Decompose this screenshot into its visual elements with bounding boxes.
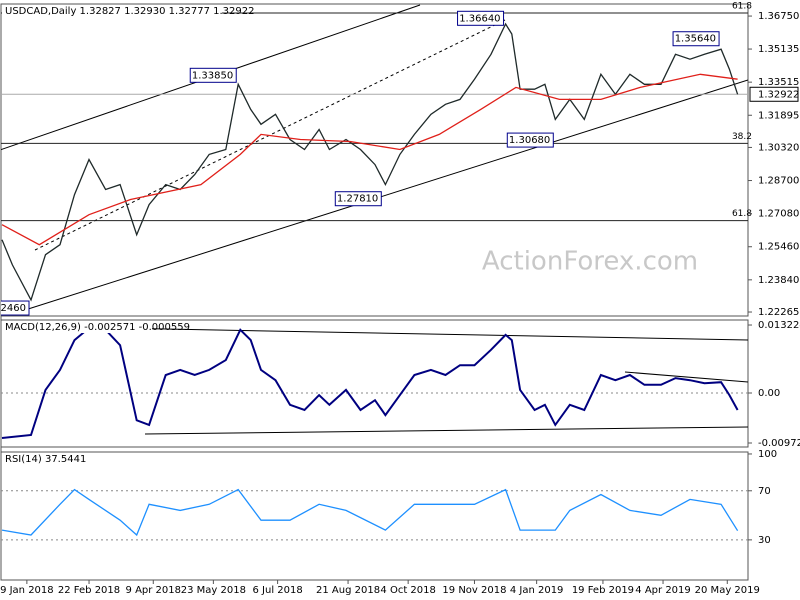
x-tick-label: 4 Oct 2018	[380, 585, 435, 596]
macd-lower	[144, 426, 748, 435]
fib-label: 61.8	[732, 209, 752, 219]
x-tick-label: 19 Feb 2019	[572, 585, 634, 596]
y-tick-label: 1.33515	[758, 77, 799, 88]
y-tick-label: 70	[758, 486, 771, 497]
y-tick-label: 1.28700	[758, 176, 799, 187]
y-tick-label: -0.009721	[758, 438, 800, 449]
price-label-box	[457, 10, 505, 26]
price-label: 1.33850	[192, 70, 233, 81]
price-label-box	[672, 31, 720, 47]
price-label: 1.36640	[459, 13, 500, 24]
last-price-box	[749, 86, 799, 102]
panel-title: USDCAD,Daily 1.32827 1.32930 1.32777 1.3…	[5, 6, 255, 17]
y-tick-label: 0.013224	[758, 320, 800, 331]
x-tick-label: 9 Apr 2018	[126, 585, 181, 596]
x-tick-label: 19 Nov 2018	[442, 585, 506, 596]
x-tick-label: 23 May 2018	[181, 585, 246, 596]
title-bg	[2, 321, 152, 333]
price-label-box	[506, 132, 554, 148]
last-price-label: 1.32922	[758, 89, 799, 100]
x-tick-label: 4 Jan 2019	[510, 585, 564, 596]
series-line	[1, 488, 739, 537]
y-tick-label: 1.27080	[758, 209, 799, 220]
x-tick-label: 20 May 2019	[695, 585, 760, 596]
panel-title: RSI(14) 37.5441	[5, 454, 86, 465]
price-label-box	[189, 67, 237, 83]
price-label-box	[334, 191, 382, 207]
y-tick-label: 30	[758, 535, 771, 546]
y-tick-label: 1.35135	[758, 44, 799, 55]
x-tick-label: 9 Jan 2018	[0, 585, 54, 596]
watermark: ActionForex.com	[482, 247, 698, 277]
y-tick-label: 1.25460	[758, 242, 799, 253]
panel-title: MACD(12,26,9) -0.002571 -0.000559	[5, 322, 190, 333]
x-tick-label: 21 Aug 2018	[316, 585, 380, 596]
y-tick-label: 100	[758, 449, 777, 460]
y-tick-label: 1.22265	[758, 307, 799, 318]
y-tick-label: 1.31895	[758, 110, 799, 121]
title-bg	[2, 5, 222, 17]
y-tick-label: 1.30320	[758, 142, 799, 153]
fib-label: 61.8	[732, 1, 752, 11]
x-tick-label: 6 Jul 2018	[252, 585, 302, 596]
price-label: 1.30680	[509, 135, 550, 146]
fib-label: 38.2	[732, 132, 752, 142]
y-tick-label: 1.36750	[758, 11, 799, 22]
x-tick-label: 22 Feb 2018	[58, 585, 120, 596]
price-label: 1.35640	[675, 34, 716, 45]
price-label: 1.22460	[0, 303, 26, 314]
plot-area	[1, 488, 748, 541]
price-label: 1.27810	[337, 194, 378, 205]
series-line	[1, 22, 739, 302]
plot-area	[1, 326, 748, 439]
title-bg	[2, 453, 152, 465]
x-tick-label: 4 Apr 2019	[635, 585, 690, 596]
price-label-box	[1, 300, 30, 316]
series-line	[1, 73, 738, 246]
macd-recent	[624, 371, 748, 383]
channel-lower	[24, 79, 748, 311]
series-line	[1, 326, 739, 439]
y-tick-label: 1.23840	[758, 275, 799, 286]
y-tick-label: 0.00	[758, 388, 780, 399]
